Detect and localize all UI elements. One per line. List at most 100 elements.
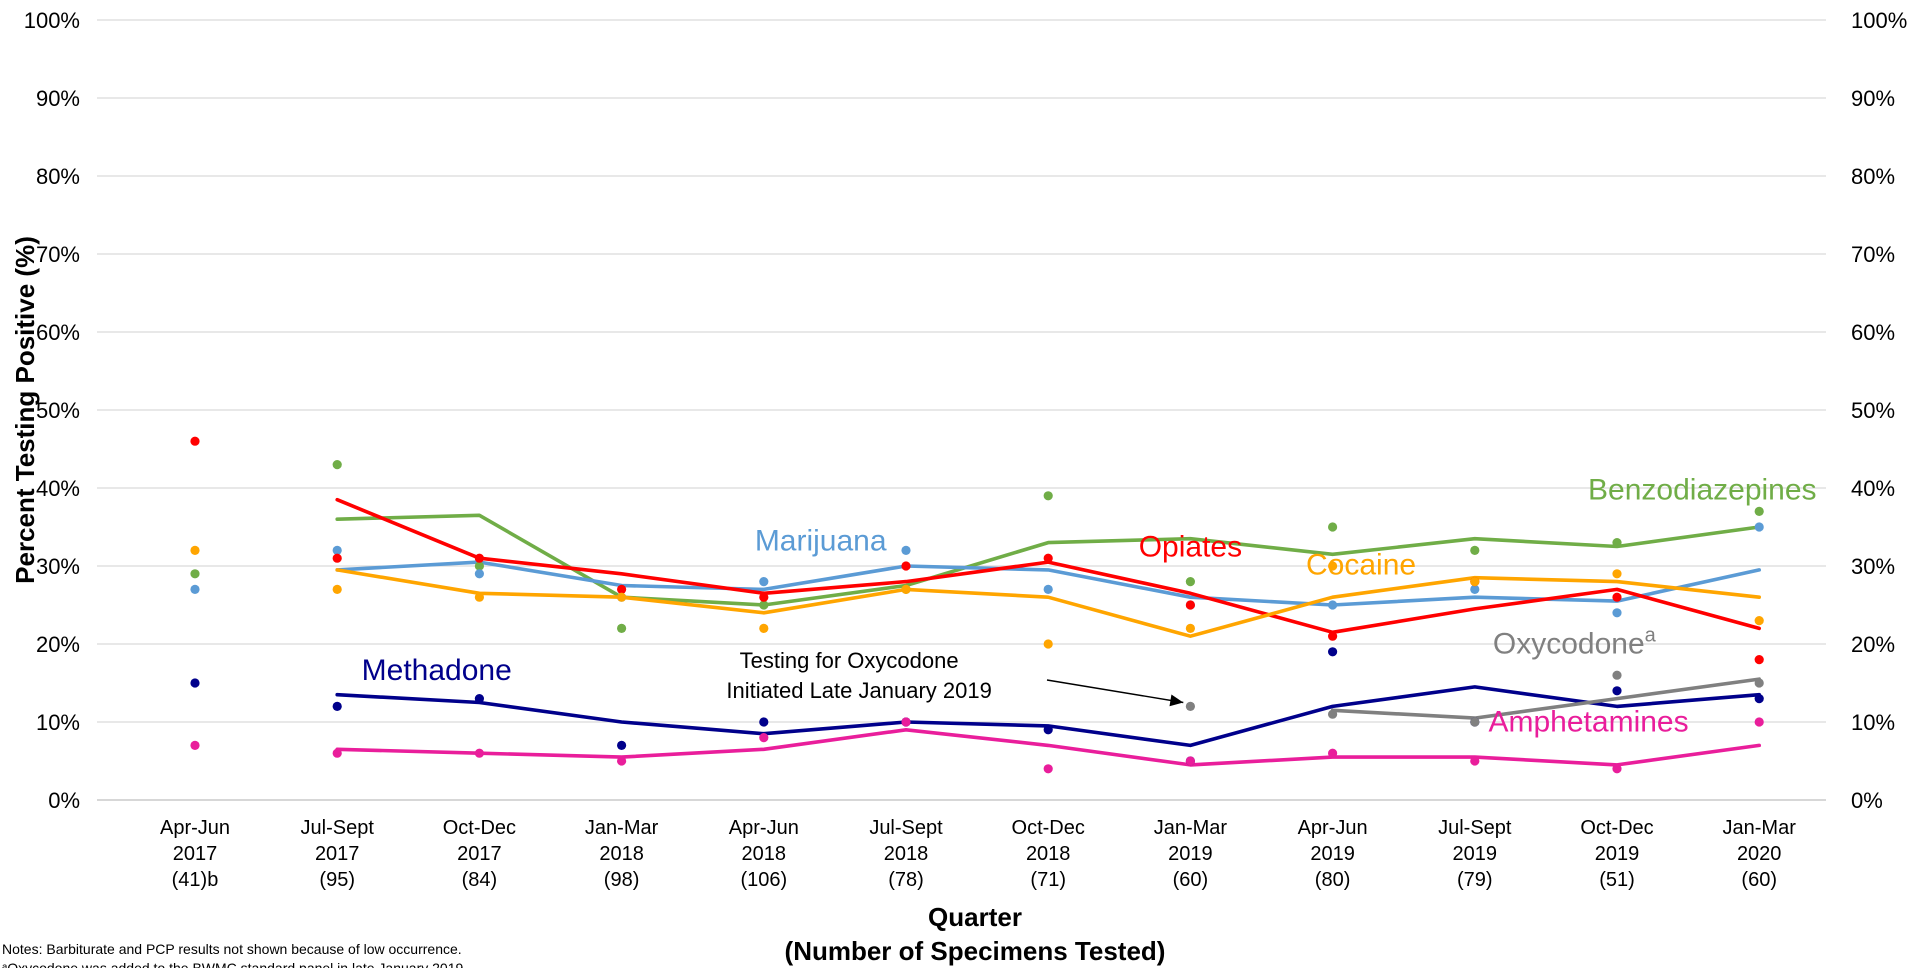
amphetamines-point-5	[901, 717, 911, 727]
y-tick-left-20: 20%	[36, 632, 80, 657]
cocaine-point-11	[1754, 616, 1764, 626]
benzodiazepines-point-7	[1185, 577, 1195, 587]
opiates-point-3	[617, 584, 627, 595]
data-points	[190, 436, 1764, 774]
annotation-arrow-head	[1169, 694, 1184, 707]
y-tick-left-80: 80%	[36, 164, 80, 189]
oxycodone-point-11	[1754, 678, 1764, 688]
note-line-1: Notes: Barbiturate and PCP results not s…	[2, 941, 462, 957]
y-tick-left-30: 30%	[36, 554, 80, 579]
y-tick-left-10: 10%	[36, 710, 80, 735]
amphetamines-point-3	[617, 756, 627, 766]
x-axis-ticks: Apr-Jun 2017 (41)b Jul-Sept 2017 (95) Oct-Dec 2…	[160, 817, 1796, 891]
opiates-point-6	[1043, 553, 1053, 563]
y-tick-left-50: 50%	[36, 398, 80, 423]
marijuana-point-5	[901, 545, 911, 556]
marijuana-trend-line	[335, 560, 1761, 607]
y-tick-right-30: 30%	[1851, 554, 1895, 579]
annotation: Testing for Oxycodone Initiated Late Janu…	[726, 648, 1184, 707]
y-tick-left-40: 40%	[36, 476, 80, 501]
cocaine-point-5	[901, 584, 911, 595]
opiates-point-11	[1754, 655, 1764, 665]
y-tick-left-100: 100%	[24, 8, 80, 33]
cocaine-point-2	[474, 592, 484, 602]
amphetamines-point-11	[1754, 717, 1764, 727]
amphetamines-point-2	[474, 748, 484, 758]
opiates-point-1	[332, 553, 342, 563]
y-tick-right-0: 0%	[1851, 788, 1883, 813]
benzodiazepines-point-0	[190, 569, 200, 579]
methadone-point-10	[1612, 686, 1622, 696]
amphetamines-label: Amphetamines	[1489, 705, 1689, 738]
cocaine-point-7	[1185, 623, 1195, 634]
cocaine-trend-line	[335, 568, 1761, 638]
x-axis-title: Quarter	[928, 902, 1022, 932]
opiates-point-2	[474, 553, 484, 563]
marijuana-point-10	[1612, 608, 1622, 618]
benzodiazepines-point-2	[474, 561, 484, 571]
y-axis-title: Percent Testing Positive (%)	[10, 236, 40, 584]
x-tick-1: Jul-Sept 2017 (95)	[301, 817, 375, 891]
opiates-point-5	[901, 561, 911, 571]
oxycodone-trend-line	[1330, 677, 1761, 720]
annotation-arrow-line	[1046, 679, 1184, 704]
opiates-point-7	[1185, 600, 1195, 610]
x-tick-3: Jan-Mar 2018 (98)	[585, 817, 659, 891]
marijuana-point-6	[1043, 584, 1053, 595]
marijuana-point-9	[1470, 584, 1480, 595]
benzodiazepines-point-9	[1470, 545, 1480, 556]
methadone-point-8	[1328, 647, 1338, 657]
amphetamines-point-1	[332, 748, 342, 758]
cocaine-point-6	[1043, 639, 1053, 649]
y-tick-right-10: 10%	[1851, 710, 1895, 735]
y-tick-right-60: 60%	[1851, 320, 1895, 345]
y-tick-left-0: 0%	[48, 788, 80, 813]
y-tick-right-80: 80%	[1851, 164, 1895, 189]
x-tick-7: Jan-Mar 2019 (60)	[1154, 817, 1228, 891]
y-axis-left-ticks: 0% 10% 20% 30% 40% 50% 60% 70% 80% 90% 100%	[24, 8, 80, 813]
cocaine-point-8	[1328, 561, 1338, 571]
x-tick-0: Apr-Jun 2017 (41)b	[160, 817, 230, 891]
grid-lines	[97, 19, 1826, 801]
amphetamines-point-6	[1043, 764, 1053, 774]
oxycodone-point-9	[1470, 717, 1480, 727]
opiates-point-4	[759, 592, 769, 602]
y-tick-right-50: 50%	[1851, 398, 1895, 423]
marijuana-point-0	[190, 584, 200, 595]
methadone-point-3	[617, 740, 627, 751]
benzodiazepines-point-11	[1754, 506, 1764, 516]
opiates-label: Opiates	[1139, 531, 1242, 564]
y-tick-left-70: 70%	[36, 242, 80, 267]
y-tick-left-90: 90%	[36, 86, 80, 111]
marijuana-point-4	[759, 577, 769, 587]
marijuana-point-2	[474, 569, 484, 579]
amphetamines-point-10	[1612, 764, 1622, 774]
methadone-label: Methadone	[362, 654, 512, 687]
x-tick-8: Apr-Jun 2019 (80)	[1298, 817, 1368, 891]
amphetamines-trend-line	[335, 728, 1761, 767]
oxycodone-point-10	[1612, 670, 1622, 680]
y-tick-right-100: 100%	[1851, 8, 1907, 33]
amphetamines-point-4	[759, 733, 769, 743]
benzodiazepines-point-3	[617, 623, 627, 634]
series-labels: Benzodiazepines Marijuana Opiates Cocaine Me…	[362, 474, 1817, 739]
oxycodone-point-7	[1185, 701, 1195, 712]
amphetamines-point-9	[1470, 756, 1480, 766]
methadone-point-4	[759, 717, 769, 727]
oxycodone-annotation-text: Testing for Oxycodone Initiated Late Janu…	[726, 648, 991, 703]
x-tick-2: Oct-Dec 2017 (84)	[443, 817, 516, 891]
y-tick-left-60: 60%	[36, 320, 80, 345]
cocaine-label: Cocaine	[1306, 549, 1416, 582]
benzodiazepines-point-1	[332, 460, 342, 470]
benzodiazepines-point-6	[1043, 491, 1053, 501]
methadone-point-2	[474, 694, 484, 704]
methadone-point-6	[1043, 725, 1053, 735]
cocaine-point-9	[1470, 577, 1480, 587]
cocaine-point-3	[617, 592, 627, 602]
x-tick-9: Jul-Sept 2019 (79)	[1438, 817, 1512, 891]
x-tick-5: Jul-Sept 2018 (78)	[869, 817, 943, 891]
opiates-point-0	[190, 436, 200, 446]
x-tick-4: Apr-Jun 2018 (106)	[729, 817, 799, 891]
y-tick-right-90: 90%	[1851, 86, 1895, 111]
